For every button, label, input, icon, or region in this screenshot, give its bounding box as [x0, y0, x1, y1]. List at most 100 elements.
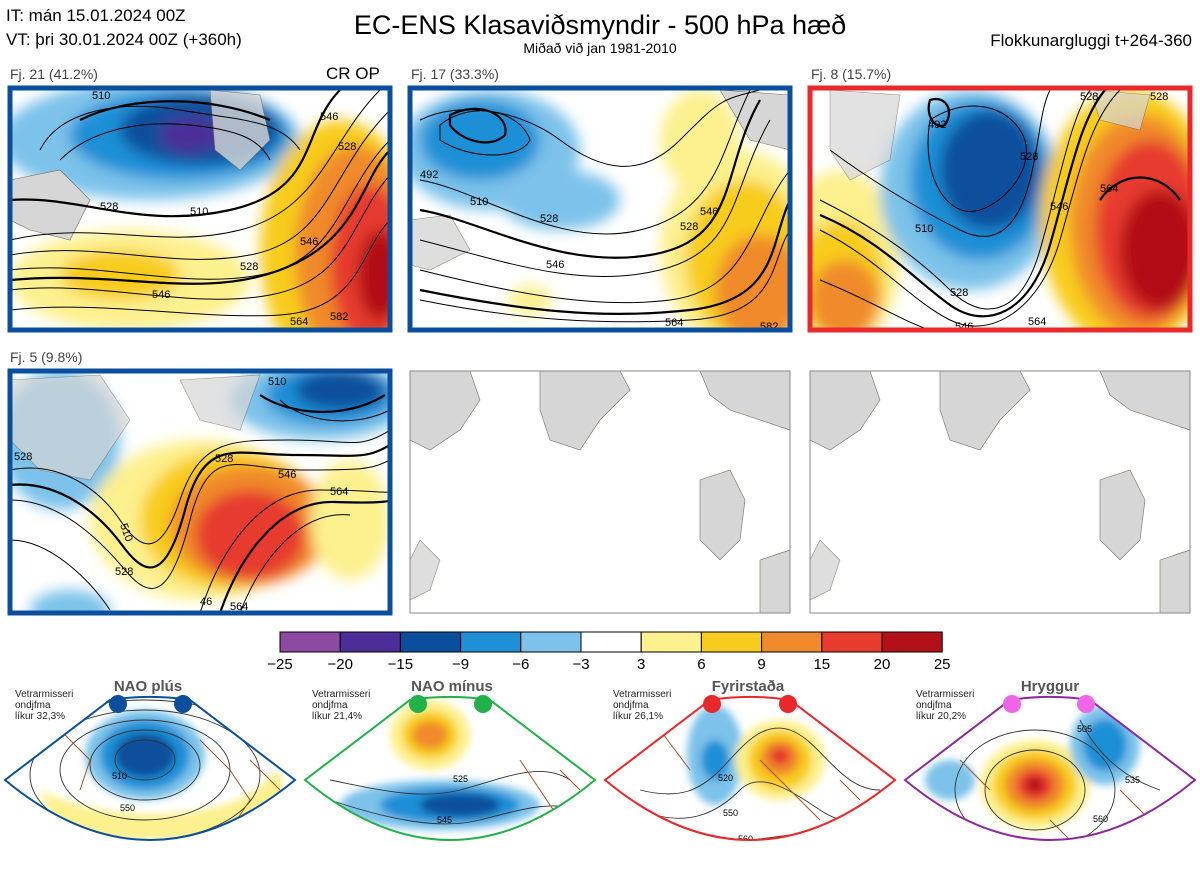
panel-2-border [407, 85, 793, 333]
svg-text:528: 528 [1020, 151, 1038, 163]
colorbar-swatch [279, 631, 341, 653]
colorbar-tick-label: −25 [267, 656, 293, 673]
panel-2-label: Fj. 17 (33.3%) [411, 66, 499, 82]
colorbar-swatch [339, 631, 401, 653]
colorbar-tick-label: −3 [572, 656, 590, 673]
svg-text:528: 528 [240, 261, 258, 273]
regime-note-ridge: Vetrarmisseri ondjfma líkur 20,2% [916, 689, 975, 722]
panel-3-border [807, 85, 1193, 333]
svg-text:46: 46 [200, 596, 212, 608]
svg-text:525: 525 [453, 774, 468, 784]
svg-text:510: 510 [117, 522, 135, 543]
panel-1-label: Fj. 21 (41.2%) [10, 66, 98, 82]
regime-title-nao-minus: NAO mínus [411, 678, 493, 695]
svg-text:545: 545 [437, 815, 452, 825]
svg-text:528: 528 [338, 141, 356, 153]
svg-text:546: 546 [546, 259, 564, 271]
svg-text:565: 565 [447, 850, 462, 860]
svg-text:550: 550 [723, 808, 738, 818]
colorbar-tick-label: 25 [933, 656, 951, 673]
colorbar-tick-label: 6 [697, 656, 706, 673]
colorbar-tick-label: 3 [637, 656, 646, 673]
colorbar-tick-label: 20 [873, 656, 891, 673]
init-time: IT: mán 15.01.2024 00Z [6, 6, 186, 25]
empty-map-2 [810, 371, 1190, 613]
colorbar [279, 631, 943, 653]
regime-title-nao-plus: NAO plús [113, 678, 183, 695]
svg-text:528: 528 [540, 213, 558, 225]
svg-text:510: 510 [470, 196, 488, 208]
colorbar-tick-label: 9 [757, 656, 766, 673]
svg-text:492: 492 [928, 119, 946, 131]
panel-4-label: Fj. 5 (9.8%) [10, 349, 83, 365]
colorbar-swatch [700, 631, 763, 653]
colorbar-swatch [460, 631, 522, 653]
svg-text:528: 528 [115, 566, 133, 578]
svg-text:546: 546 [700, 206, 718, 218]
regime-title-ridge: Hryggur [1020, 678, 1080, 695]
classification-window: Flokkunargluggi t+264-360 [990, 31, 1192, 50]
colorbar-swatch [580, 631, 642, 653]
svg-text:546: 546 [278, 469, 296, 481]
colorbar-swatch [821, 631, 883, 653]
colorbar-tick-label: −6 [512, 656, 530, 673]
svg-text:528: 528 [14, 451, 32, 463]
svg-text:550: 550 [120, 803, 135, 813]
colorbar-swatch [881, 631, 943, 653]
svg-text:520: 520 [718, 773, 733, 783]
svg-text:546: 546 [300, 236, 318, 248]
svg-text:560: 560 [738, 834, 753, 844]
cluster-map-3: 492 510 528 546 528 546 564 564 528 528 [810, 88, 1190, 333]
colorbar-swatch [520, 631, 582, 653]
svg-text:564: 564 [1100, 183, 1118, 195]
colorbar-swatch [399, 631, 462, 653]
colorbar-tick-label: 15 [813, 656, 831, 673]
colorbar-tick-label: −20 [327, 656, 353, 673]
svg-text:528: 528 [215, 453, 233, 465]
svg-text:546: 546 [152, 289, 170, 301]
svg-text:564: 564 [290, 316, 308, 328]
svg-text:528: 528 [1150, 91, 1168, 103]
panel-1-border [7, 85, 393, 333]
svg-text:546: 546 [320, 111, 338, 123]
cluster-map-1: 510 528 546 528 546 546 528 564 582 510 [10, 88, 390, 330]
svg-text:546: 546 [955, 321, 973, 333]
svg-text:510: 510 [915, 223, 933, 235]
svg-text:505: 505 [1077, 724, 1092, 734]
svg-text:528: 528 [1080, 91, 1098, 103]
svg-text:528: 528 [100, 201, 118, 213]
svg-text:510: 510 [268, 376, 286, 388]
svg-text:510: 510 [112, 771, 127, 781]
cluster-map-4: 528 510 528 528 546 564 46 564 510 [10, 371, 390, 613]
regime-note-nao-plus: Vetrarmisseri ondjfma líkur 32,3% [15, 689, 74, 722]
regime-note-nao-minus: Vetrarmisseri ondjfma líkur 21,4% [312, 689, 371, 722]
page-title: EC-ENS Klasaviðsmyndir - 500 hPa hæð [353, 10, 847, 40]
colorbar-swatch [761, 631, 823, 653]
panel-3-label: Fj. 8 (15.7%) [811, 66, 892, 82]
svg-text:528: 528 [680, 221, 698, 233]
svg-text:564: 564 [230, 601, 248, 613]
svg-text:564: 564 [1028, 316, 1046, 328]
colorbar-swatch [640, 631, 702, 653]
valid-time: VT: þri 30.01.2024 00Z (+360h) [6, 30, 242, 49]
empty-map-1 [410, 371, 790, 613]
panel-1-tag: CR OP [326, 64, 380, 83]
panel-4-border [7, 368, 393, 616]
panel-6-border [809, 370, 1191, 614]
panel-5-border [409, 370, 791, 614]
svg-text:510: 510 [92, 90, 110, 102]
regime-note-blocking: Vetrarmisseri ondjfma líkur 26,1% [613, 689, 672, 722]
svg-text:510: 510 [190, 206, 208, 218]
colorbar-tick-label: −9 [452, 656, 470, 673]
svg-text:528: 528 [950, 287, 968, 299]
svg-text:582: 582 [760, 321, 778, 333]
colorbar-tick-label: −15 [387, 656, 414, 673]
page-subtitle: Miðað við jan 1981-2010 [523, 40, 677, 56]
svg-text:535: 535 [1125, 775, 1140, 785]
svg-text:564: 564 [330, 486, 348, 498]
svg-text:564: 564 [665, 317, 683, 329]
svg-text:560: 560 [1093, 814, 1108, 824]
svg-text:582: 582 [330, 311, 348, 323]
